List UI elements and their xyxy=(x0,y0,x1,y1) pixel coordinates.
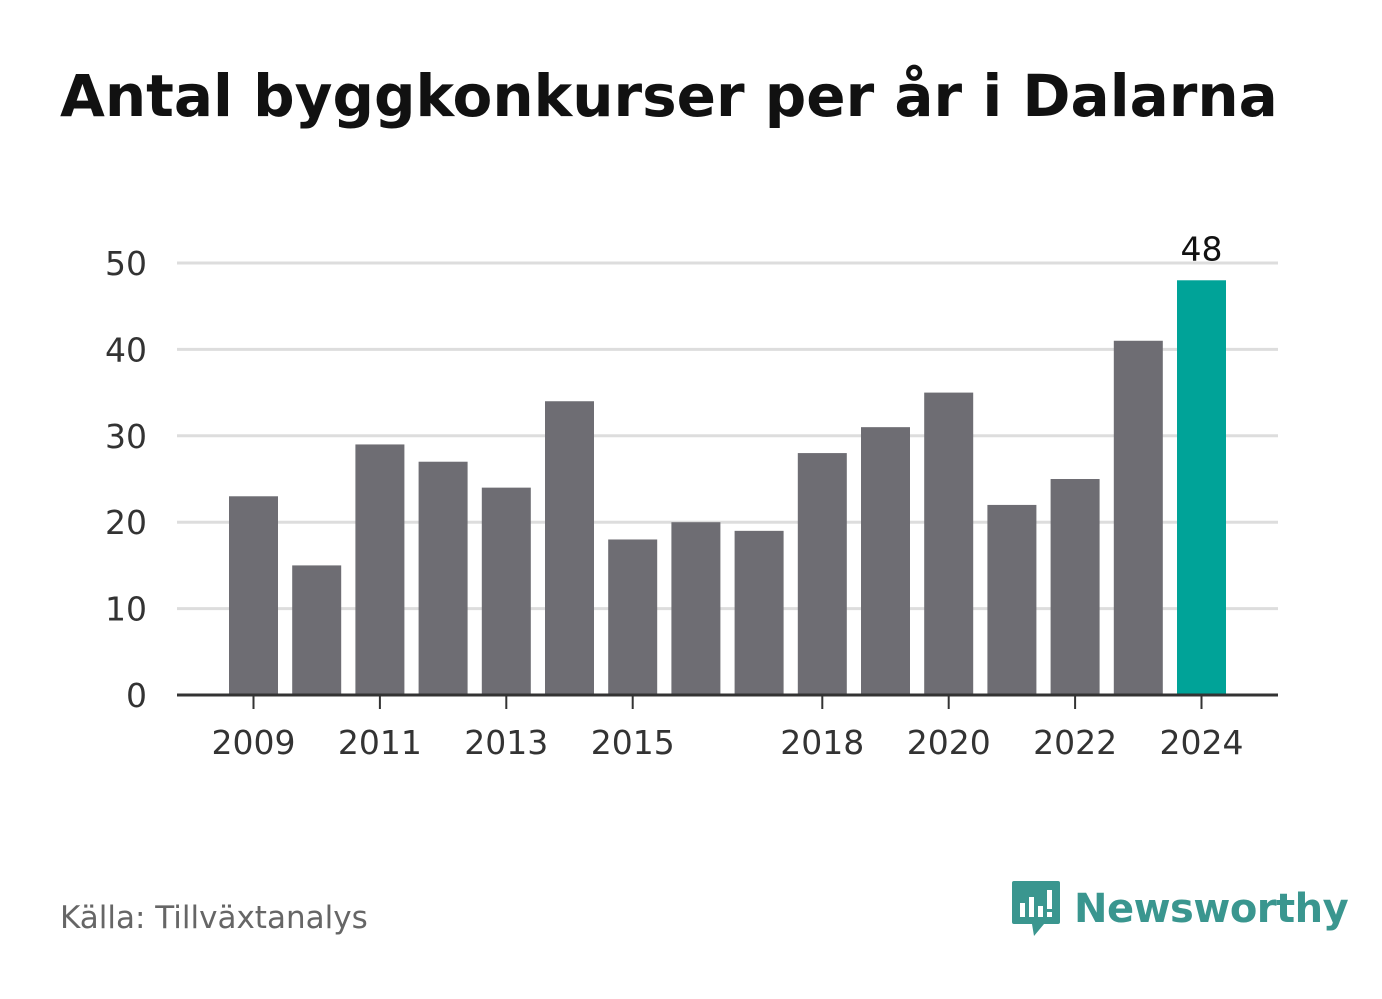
bar-2015 xyxy=(608,539,658,695)
bar-2017 xyxy=(734,530,784,695)
x-tick-label-2011: 2011 xyxy=(338,723,422,762)
bar-2016 xyxy=(671,522,721,695)
x-tick-label-2013: 2013 xyxy=(464,723,548,762)
bar-2023 xyxy=(1113,340,1163,695)
bar-2022 xyxy=(1050,479,1100,695)
bar-2012 xyxy=(418,461,468,695)
brand-logo: Newsworthy xyxy=(1010,878,1349,940)
y-tick-label-20: 20 xyxy=(105,503,147,542)
x-tick-label-2009: 2009 xyxy=(212,723,296,762)
bars xyxy=(229,280,1226,695)
x-tick-label-2018: 2018 xyxy=(780,723,864,762)
brand-name: Newsworthy xyxy=(1074,886,1349,932)
bar-2020 xyxy=(924,392,974,695)
chart-title: Antal byggkonkurser per år i Dalarna xyxy=(60,62,1278,130)
x-tick-label-2020: 2020 xyxy=(907,723,991,762)
y-tick-label-30: 30 xyxy=(105,417,147,456)
bar-2018 xyxy=(797,453,847,695)
source-note: Källa: Tillväxtanalys xyxy=(60,900,368,936)
newsworthy-logo-icon xyxy=(1012,881,1060,936)
bar-2013 xyxy=(481,487,531,695)
gridlines xyxy=(177,261,1278,611)
x-tick-label-2022: 2022 xyxy=(1033,723,1117,762)
x-axis xyxy=(177,693,1278,709)
bar-2010 xyxy=(292,565,342,695)
bar-chart: 0 10 20 30 40 50 48 2009 2011 2013 2015 2018 2020 202… xyxy=(105,229,1278,762)
bar-2019 xyxy=(861,427,910,695)
bar-2021 xyxy=(987,504,1037,695)
bar-2014 xyxy=(545,401,594,695)
data-label-2024: 48 xyxy=(1181,229,1223,268)
labels: 0 10 20 30 40 50 48 2009 2011 2013 2015 2018 2020 202… xyxy=(105,229,1243,762)
x-tick-label-2024: 2024 xyxy=(1160,723,1244,762)
y-tick-label-50: 50 xyxy=(105,244,147,283)
bar-2009 xyxy=(229,496,278,695)
y-tick-label-10: 10 xyxy=(105,590,147,629)
bar-2024 xyxy=(1177,280,1226,695)
x-tick-label-2015: 2015 xyxy=(591,723,675,762)
bar-2011 xyxy=(355,444,405,695)
y-tick-label-40: 40 xyxy=(105,330,147,369)
y-tick-label-0: 0 xyxy=(126,676,147,715)
